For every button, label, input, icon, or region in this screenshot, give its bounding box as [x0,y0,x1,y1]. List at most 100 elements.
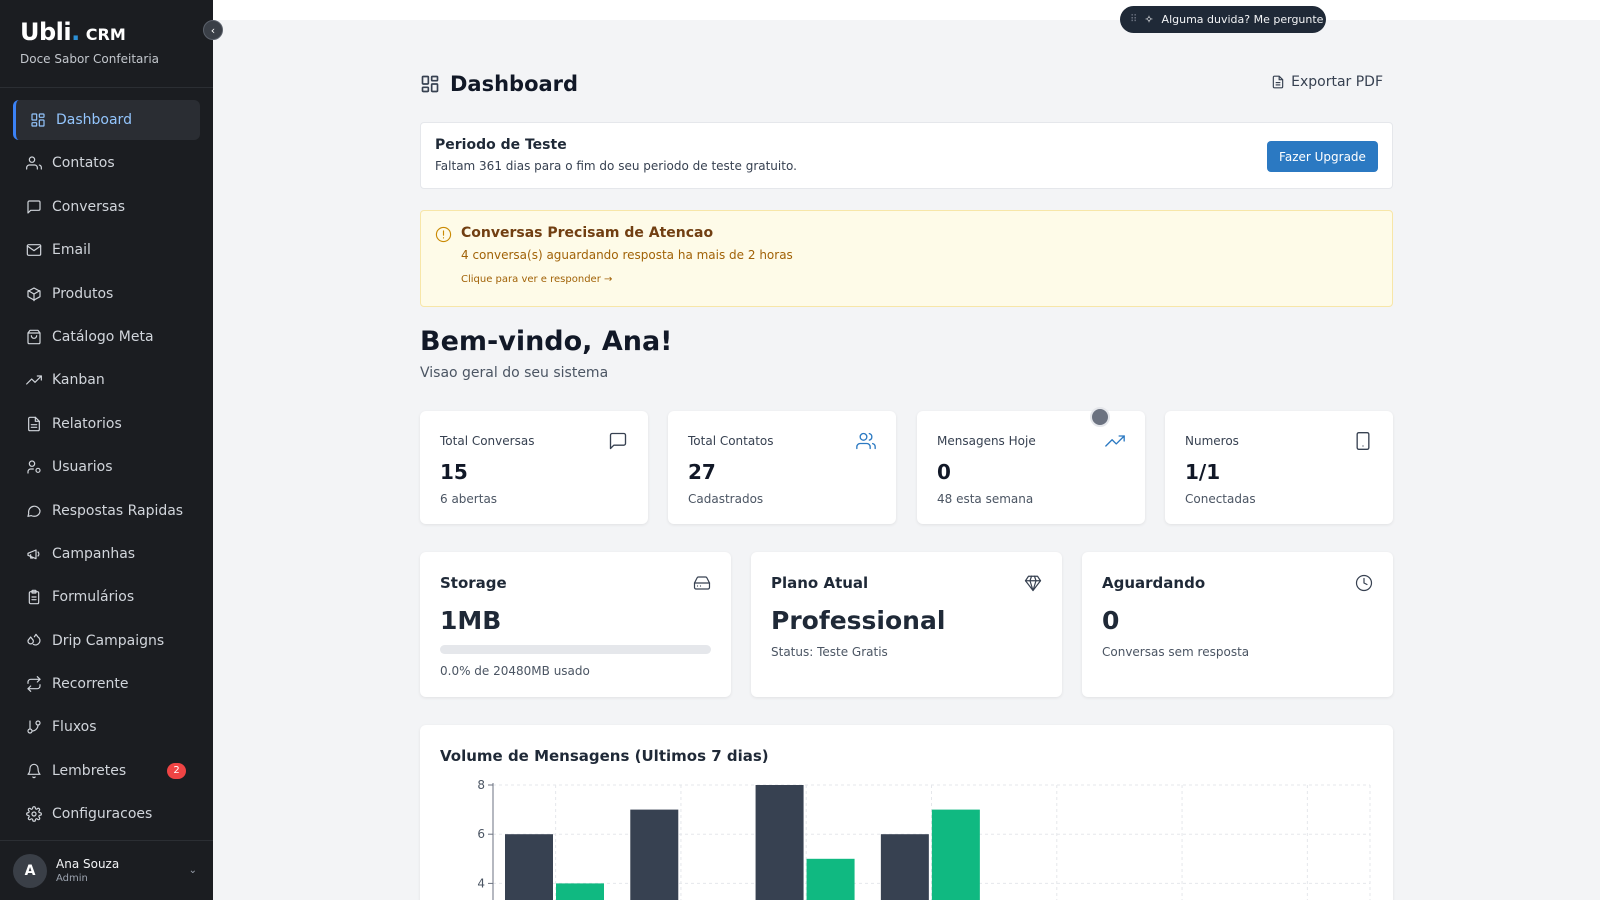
brand-crm-label: CRM [85,25,126,44]
stat-label: Total Contatos [688,434,774,448]
trial-text: Faltam 361 dias para o fim do seu period… [435,159,797,173]
bar [880,834,929,900]
sidebar-item-label: Configuracoes [52,806,153,823]
mail-icon [26,242,42,258]
hard-drive-icon [693,574,711,592]
card-sub: Status: Teste Gratis [771,645,888,659]
sidebar-item-respostas-rapidas[interactable]: Respostas Rapidas [13,491,200,531]
user-cog-icon [26,459,42,475]
sidebar-item-fluxos[interactable]: Fluxos [13,707,200,747]
settings-icon [26,806,42,823]
card-sub: Conversas sem resposta [1102,645,1250,659]
clipboard-icon [26,589,42,605]
bar [806,858,855,900]
user-menu[interactable]: A Ana Souza Admin ⌄ [0,840,213,900]
alert-text: 4 conversa(s) aguardando resposta ha mai… [461,248,793,262]
gem-icon [1024,574,1042,592]
welcome-title: Bem-vindo, Ana! [420,326,673,357]
sidebar-item-lembretes[interactable]: Lembretes 2 [13,751,200,791]
sidebar-item-label: Fluxos [52,719,97,736]
sidebar-item-label: Usuarios [52,459,113,476]
topbar [213,0,1600,20]
stat-value: 1/1 [1185,460,1221,484]
package-icon [26,286,42,302]
alert-link[interactable]: Clique para ver e responder → [461,274,613,285]
drag-handle-icon[interactable]: ⠿ [1130,14,1137,25]
message-square-icon [26,199,42,215]
storage-card: Storage 1MB 0.0% de 20480MB usado [420,552,731,697]
stat-numeros[interactable]: Numeros 1/1 Conectadas [1165,411,1393,524]
stat-total-conversas[interactable]: Total Conversas 15 6 abertas [420,411,648,524]
sidebar-item-produtos[interactable]: Produtos [13,274,200,314]
trial-banner: Periodo de Teste Faltam 361 dias para o … [420,122,1393,189]
stat-mensagens-hoje[interactable]: Mensagens Hoje 0 48 esta semana [917,411,1145,524]
trending-up-icon [26,372,42,388]
git-branch-icon [26,719,42,735]
sidebar-item-recorrente[interactable]: Recorrente [13,664,200,704]
sidebar-item-email[interactable]: Email [13,230,200,270]
collapse-sidebar-button[interactable]: ‹ [203,20,223,40]
sidebar-item-label: Kanban [52,372,105,389]
sidebar-item-relatorios[interactable]: Relatorios [13,404,200,444]
trending-up-icon [1105,431,1125,451]
file-text-icon [26,416,42,432]
help-button[interactable]: ⠿ ✧ Alguma duvida? Me pergunte [1120,6,1326,33]
sidebar-item-formularios[interactable]: Formulários [13,577,200,617]
export-label: Exportar PDF [1291,74,1383,90]
clock-icon [1355,574,1373,592]
sidebar: Ubli. CRM Doce Sabor Confeitaria Dashboa… [0,0,213,900]
sidebar-item-label: Drip Campaigns [52,632,165,649]
sidebar-item-contatos[interactable]: Contatos [13,143,200,183]
upgrade-button[interactable]: Fazer Upgrade [1267,141,1378,172]
brand-logo[interactable]: Ubli. [20,18,80,46]
y-tick-label: 8 [477,778,485,792]
message-circle-icon [26,503,42,519]
page-header: Dashboard Exportar PDF [420,70,1393,98]
stat-sub: Cadastrados [688,492,764,506]
file-icon [1271,75,1285,89]
sidebar-item-campanhas[interactable]: Campanhas [13,534,200,574]
stat-label: Numeros [1185,434,1239,448]
sidebar-nav: Dashboard Contatos Conversas Email Produtos C… [0,88,213,834]
stat-value: 0 [937,460,951,484]
message-square-icon [608,431,628,451]
sidebar-item-catalogo-meta[interactable]: Catálogo Meta [13,317,200,357]
sidebar-item-usuarios[interactable]: Usuarios [13,447,200,487]
bar [630,809,679,900]
chevron-down-icon[interactable]: ⌄ [188,865,197,876]
sidebar-item-drip-campaigns[interactable]: Drip Campaigns [13,621,200,661]
card-title: Aguardando [1102,574,1206,592]
stat-sub: Conectadas [1185,492,1256,506]
sidebar-item-label: Produtos [52,285,114,302]
export-pdf-button[interactable]: Exportar PDF [1271,74,1383,90]
cursor-indicator [1090,407,1110,427]
megaphone-icon [26,546,42,562]
repeat-icon [26,676,42,693]
page-title: Dashboard [450,72,579,96]
notification-badge: 2 [167,762,186,779]
stat-value: 27 [688,460,716,484]
grid-icon [30,112,46,128]
sidebar-item-dashboard[interactable]: Dashboard [13,100,200,140]
sidebar-item-conversas[interactable]: Conversas [13,187,200,227]
sidebar-item-configuracoes[interactable]: Configuracoes [13,794,200,834]
card-title: Plano Atual [771,574,869,592]
sidebar-item-label: Catálogo Meta [52,328,154,345]
avatar: A [13,853,47,888]
shopping-bag-icon [26,329,42,345]
sidebar-item-kanban[interactable]: Kanban [13,360,200,400]
stat-value: 15 [440,460,468,484]
sidebar-item-label: Formulários [52,589,135,606]
company-name: Doce Sabor Confeitaria [20,52,160,66]
grid-icon [420,74,440,94]
alert-circle-icon [435,226,452,243]
card-value: 1MB [440,606,502,635]
attention-alert[interactable]: Conversas Precisam de Atencao 4 conversa… [420,210,1393,307]
stat-label: Total Conversas [440,434,535,448]
card-sub: 0.0% de 20480MB usado [440,664,590,678]
users-icon [26,155,42,171]
stat-label: Mensagens Hoje [937,434,1036,448]
bar [755,785,804,900]
stat-total-contatos[interactable]: Total Contatos 27 Cadastrados [668,411,896,524]
y-tick-label: 4 [477,876,485,890]
